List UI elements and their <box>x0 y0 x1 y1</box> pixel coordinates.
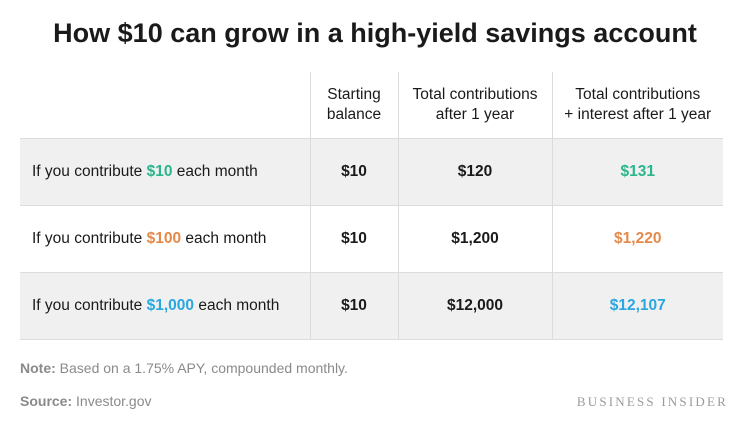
row-label-prefix: If you contribute <box>32 297 143 314</box>
row-label: If you contribute $1,000 each month <box>20 272 310 340</box>
header-line: Total contributions <box>412 86 538 103</box>
row-label-prefix: If you contribute <box>32 230 143 247</box>
header-total-contributions: Total contributions after 1 year <box>397 72 552 139</box>
note-text: Based on a 1.75% APY, compounded monthly… <box>55 360 348 376</box>
header-line: balance <box>326 106 382 123</box>
header-empty <box>20 72 310 139</box>
table-row: If you contribute $1,000 each month $10 $1… <box>20 272 723 340</box>
row-label-suffix: each month <box>185 230 267 247</box>
row-label-prefix: If you contribute <box>32 163 143 180</box>
note-label: Note: <box>20 360 56 376</box>
with-interest-cell: $131 <box>551 138 723 206</box>
header-line: + interest after 1 year <box>564 106 712 123</box>
header-line: after 1 year <box>435 106 515 123</box>
header-line: Total contributions <box>575 86 701 103</box>
row-label-suffix: each month <box>198 297 280 314</box>
table-row: If you contribute $100 each month $10 $1,2… <box>20 205 723 273</box>
row-amount: $100 <box>146 230 182 247</box>
savings-table: Starting balance Total contributions aft… <box>20 72 723 340</box>
table-row: If you contribute $10 each month $10 $120 $… <box>20 138 723 206</box>
header-row: Starting balance Total contributions aft… <box>20 72 723 139</box>
source-text: Investor.gov <box>72 393 152 409</box>
contributions-cell: $1,200 <box>397 205 552 273</box>
row-amount: $1,000 <box>146 297 195 314</box>
header-starting-balance: Starting balance <box>309 72 398 139</box>
row-label: If you contribute $100 each month <box>20 205 310 273</box>
with-interest-cell: $12,107 <box>551 272 723 340</box>
row-label-suffix: each month <box>176 163 258 180</box>
contributions-cell: $12,000 <box>397 272 552 340</box>
chart-title: How $10 can grow in a high-yield savings… <box>53 18 697 48</box>
footer-source: Source: Investor.gov <box>20 393 152 409</box>
row-label: If you contribute $10 each month <box>20 138 310 206</box>
contributions-cell: $120 <box>397 138 552 206</box>
business-insider-logo: BUSINESS INSIDER <box>576 394 728 409</box>
source-label: Source: <box>20 393 73 409</box>
with-interest-cell: $1,220 <box>551 205 723 273</box>
header-line: Starting <box>327 86 381 103</box>
row-amount: $10 <box>146 163 173 180</box>
starting-balance-cell: $10 <box>309 205 398 273</box>
starting-balance-cell: $10 <box>309 138 398 206</box>
footer-note: Note: Based on a 1.75% APY, compounded m… <box>20 360 348 376</box>
starting-balance-cell: $10 <box>309 272 398 340</box>
header-contributions-plus-interest: Total contributions + interest after 1 y… <box>551 72 723 139</box>
